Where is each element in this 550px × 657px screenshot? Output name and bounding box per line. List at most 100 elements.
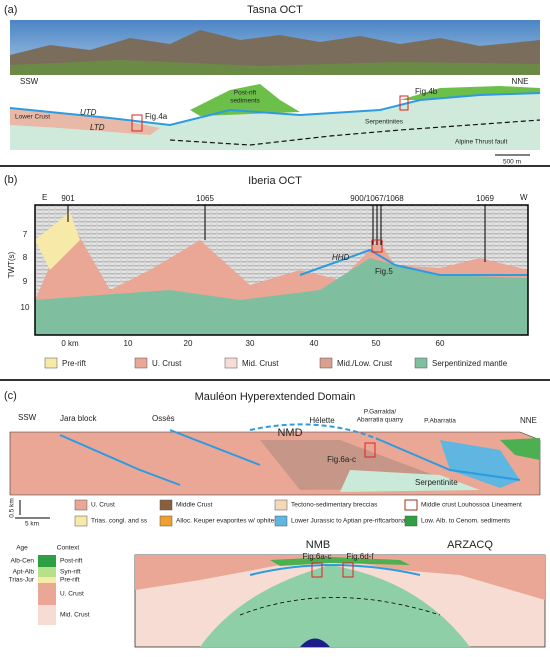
legend-swatch <box>74 515 88 527</box>
label: Fig.4a <box>145 112 168 121</box>
legend-label: Middle Crust <box>176 502 213 509</box>
detachment <box>249 423 381 441</box>
tick-label: 10 <box>21 303 30 312</box>
legend-swatch <box>134 357 148 369</box>
mantle <box>200 565 470 647</box>
well-label: 1065 <box>196 194 214 203</box>
tick-label: 50 <box>372 339 381 348</box>
label: Syn-rift <box>60 569 81 576</box>
legend-label: Middle crust Louhossoa Lineament <box>421 502 522 509</box>
tick-label: 0 km <box>61 339 79 348</box>
fig-box <box>342 562 354 578</box>
legend-label: Lower Jurassic to Aptian pre-riftcarbona… <box>291 518 415 525</box>
label: SSW <box>20 77 39 86</box>
panel-title: Mauléon Hyperextended Domain <box>195 391 356 403</box>
axis-title: TWT(s) <box>7 251 16 278</box>
label: NMD <box>277 427 302 439</box>
label: UTD <box>80 108 97 117</box>
label: W <box>520 193 528 202</box>
panel-b: (b) Iberia OCT E 901 1065 900/1067/1068 … <box>0 174 550 381</box>
label: Lower Crust <box>15 114 50 121</box>
label: Context <box>57 545 80 552</box>
thrust-line <box>169 119 541 146</box>
label: Alpine Thrust fault <box>455 139 507 146</box>
sediments <box>270 557 410 566</box>
label: P.Abarratia <box>424 418 456 425</box>
serpentinite <box>340 470 480 492</box>
sediments <box>500 438 540 460</box>
legend-swatch <box>414 357 428 369</box>
legend-label: Serpentinized mantle <box>432 359 508 368</box>
well-label: 900/1067/1068 <box>350 194 404 203</box>
label: Serpentinites <box>365 119 404 126</box>
legend-label: Pre-rift <box>62 359 87 368</box>
legend-label: Trias. congl. and ss <box>91 518 148 525</box>
tick-label: 8 <box>23 253 28 262</box>
tick-label: 9 <box>23 277 28 286</box>
pre-rift <box>35 212 80 270</box>
carbonates <box>440 440 520 488</box>
meadow <box>10 60 540 75</box>
tick-label: 30 <box>246 339 255 348</box>
label: Pre-rift <box>60 577 80 584</box>
label: E <box>42 193 47 202</box>
legend-swatch <box>274 515 288 527</box>
u-crust <box>135 555 545 600</box>
label: 0.5 km <box>9 498 16 518</box>
label: NNE <box>512 77 529 86</box>
legend-label: Mid. Crust <box>242 359 279 368</box>
label: NNE <box>520 416 537 425</box>
legend-swatch <box>159 515 173 527</box>
detachment <box>299 248 528 276</box>
panel-label: (a) <box>4 4 17 16</box>
legend-swatch <box>404 515 418 527</box>
label: sediments <box>230 98 260 105</box>
panel-c: (c) Mauléon Hyperextended Domain SSW Jar… <box>4 390 546 648</box>
detachment <box>249 564 421 576</box>
panel-label: (b) <box>4 174 17 186</box>
well-label: 901 <box>61 194 75 203</box>
label: Fig.6a-c <box>327 455 356 464</box>
label: HHD <box>332 253 350 262</box>
legend-swatch <box>44 357 58 369</box>
column <box>38 605 56 625</box>
label: U. Crust <box>60 591 84 598</box>
label: 5 km <box>25 521 39 528</box>
tick-label: 40 <box>310 339 319 348</box>
label: Trias-Jur <box>9 577 35 584</box>
detachment <box>379 439 521 481</box>
legend-swatch <box>274 499 288 511</box>
column <box>38 577 56 583</box>
fault <box>59 434 181 486</box>
panel-title: Iberia OCT <box>248 175 302 187</box>
legend-label: Alloc. Keuper evaporites w/ ophites <box>176 518 278 525</box>
column <box>38 567 56 577</box>
well-label: 1069 <box>476 194 494 203</box>
column <box>38 555 56 567</box>
label: Serpentinite <box>415 478 458 487</box>
panel-label: (c) <box>4 390 17 402</box>
frame <box>34 204 529 336</box>
tick-label: 7 <box>23 230 28 239</box>
legend-swatch <box>404 499 418 511</box>
fig-box <box>399 95 409 111</box>
fig-box <box>131 114 143 132</box>
sediments <box>190 84 300 116</box>
crust <box>10 108 160 135</box>
detachment <box>9 92 541 127</box>
legend-label: U. Crust <box>91 502 115 509</box>
label: Fig.6a-c <box>303 552 332 561</box>
label: Apt-Alb <box>13 569 35 576</box>
legend-label: Tectono-sedimentary breccias <box>291 502 378 509</box>
label: ARZACQ <box>447 539 493 551</box>
mantle <box>35 258 528 335</box>
label: Age <box>16 545 28 552</box>
fig-box <box>371 239 383 253</box>
label: Alb-Cen <box>11 558 35 565</box>
legend-label: Mid./Low. Crust <box>337 359 393 368</box>
label: LTD <box>90 123 105 132</box>
tick-label: 20 <box>184 339 193 348</box>
label: Hélette <box>309 416 335 425</box>
legend-label: U. Crust <box>152 359 182 368</box>
